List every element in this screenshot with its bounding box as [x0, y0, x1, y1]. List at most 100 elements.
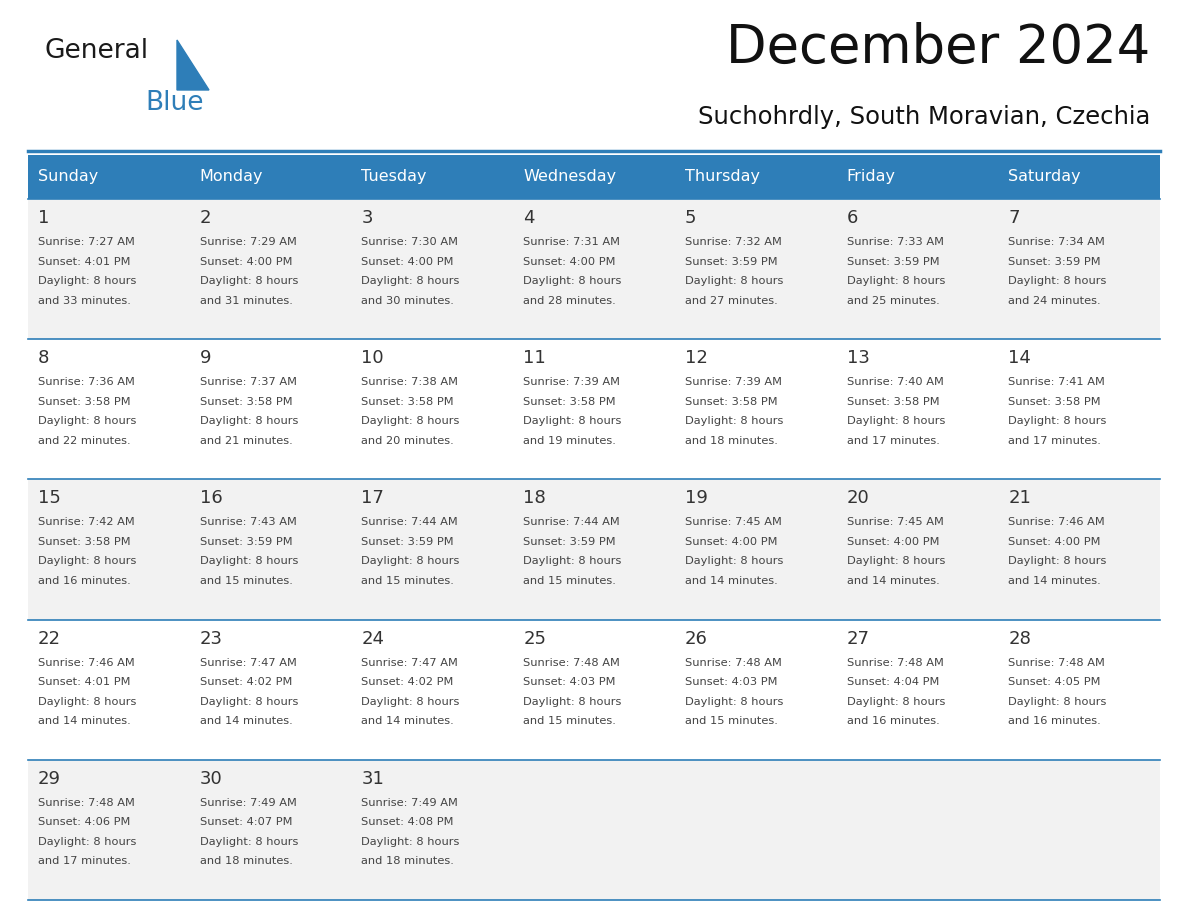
Text: Sunset: 3:59 PM: Sunset: 3:59 PM — [361, 537, 454, 547]
Text: and 21 minutes.: and 21 minutes. — [200, 436, 292, 446]
Text: General: General — [45, 38, 150, 64]
Text: and 16 minutes.: and 16 minutes. — [847, 716, 940, 726]
Text: Daylight: 8 hours: Daylight: 8 hours — [847, 276, 944, 286]
Text: Daylight: 8 hours: Daylight: 8 hours — [847, 697, 944, 707]
Bar — [29, 339, 1159, 479]
Text: Daylight: 8 hours: Daylight: 8 hours — [38, 276, 137, 286]
Bar — [29, 620, 1159, 760]
Text: Sunrise: 7:44 AM: Sunrise: 7:44 AM — [523, 518, 620, 528]
Text: Sunset: 3:58 PM: Sunset: 3:58 PM — [847, 397, 940, 407]
Text: 4: 4 — [523, 209, 535, 227]
Text: and 15 minutes.: and 15 minutes. — [200, 576, 292, 586]
Text: Sunset: 3:58 PM: Sunset: 3:58 PM — [200, 397, 292, 407]
Text: Sunrise: 7:47 AM: Sunrise: 7:47 AM — [200, 657, 297, 667]
Text: Sunset: 4:07 PM: Sunset: 4:07 PM — [200, 817, 292, 827]
Text: Daylight: 8 hours: Daylight: 8 hours — [361, 416, 460, 426]
Text: Sunrise: 7:48 AM: Sunrise: 7:48 AM — [38, 798, 135, 808]
Text: 24: 24 — [361, 630, 385, 647]
Text: Daylight: 8 hours: Daylight: 8 hours — [847, 416, 944, 426]
Text: and 22 minutes.: and 22 minutes. — [38, 436, 131, 446]
Text: Sunrise: 7:47 AM: Sunrise: 7:47 AM — [361, 657, 459, 667]
Text: Daylight: 8 hours: Daylight: 8 hours — [200, 837, 298, 846]
Text: Daylight: 8 hours: Daylight: 8 hours — [361, 837, 460, 846]
Text: Sunset: 3:58 PM: Sunset: 3:58 PM — [523, 397, 615, 407]
Text: 8: 8 — [38, 349, 50, 367]
Text: 31: 31 — [361, 770, 384, 788]
Text: 7: 7 — [1009, 209, 1019, 227]
Text: Sunrise: 7:43 AM: Sunrise: 7:43 AM — [200, 518, 297, 528]
Text: Sunset: 4:03 PM: Sunset: 4:03 PM — [523, 677, 615, 687]
Text: Sunrise: 7:41 AM: Sunrise: 7:41 AM — [1009, 377, 1105, 387]
Text: 30: 30 — [200, 770, 222, 788]
Text: 16: 16 — [200, 489, 222, 508]
Text: December 2024: December 2024 — [726, 22, 1150, 74]
Text: Sunset: 3:58 PM: Sunset: 3:58 PM — [1009, 397, 1101, 407]
Text: 17: 17 — [361, 489, 384, 508]
Bar — [29, 155, 1159, 199]
Text: Sunrise: 7:32 AM: Sunrise: 7:32 AM — [684, 237, 782, 247]
Text: 27: 27 — [847, 630, 870, 647]
Text: Daylight: 8 hours: Daylight: 8 hours — [200, 697, 298, 707]
Text: and 28 minutes.: and 28 minutes. — [523, 296, 615, 306]
Text: 14: 14 — [1009, 349, 1031, 367]
Text: Monday: Monday — [200, 170, 264, 185]
Text: Daylight: 8 hours: Daylight: 8 hours — [38, 837, 137, 846]
Text: Sunrise: 7:29 AM: Sunrise: 7:29 AM — [200, 237, 297, 247]
Text: Sunset: 4:00 PM: Sunset: 4:00 PM — [1009, 537, 1101, 547]
Text: Sunrise: 7:46 AM: Sunrise: 7:46 AM — [38, 657, 134, 667]
Text: Sunset: 3:59 PM: Sunset: 3:59 PM — [200, 537, 292, 547]
Text: Thursday: Thursday — [684, 170, 760, 185]
Text: 29: 29 — [38, 770, 61, 788]
Text: Sunset: 4:02 PM: Sunset: 4:02 PM — [361, 677, 454, 687]
Text: Sunset: 4:00 PM: Sunset: 4:00 PM — [200, 256, 292, 266]
Text: Daylight: 8 hours: Daylight: 8 hours — [200, 276, 298, 286]
Text: Sunset: 3:59 PM: Sunset: 3:59 PM — [523, 537, 615, 547]
Text: Sunrise: 7:48 AM: Sunrise: 7:48 AM — [684, 657, 782, 667]
Text: Daylight: 8 hours: Daylight: 8 hours — [684, 556, 783, 566]
Text: Sunset: 3:58 PM: Sunset: 3:58 PM — [684, 397, 777, 407]
Text: 23: 23 — [200, 630, 222, 647]
Text: 2: 2 — [200, 209, 211, 227]
Text: Sunset: 4:00 PM: Sunset: 4:00 PM — [847, 537, 939, 547]
Text: Suchohrdly, South Moravian, Czechia: Suchohrdly, South Moravian, Czechia — [697, 105, 1150, 129]
Text: and 20 minutes.: and 20 minutes. — [361, 436, 454, 446]
Text: Sunset: 4:00 PM: Sunset: 4:00 PM — [361, 256, 454, 266]
Text: Daylight: 8 hours: Daylight: 8 hours — [1009, 276, 1107, 286]
Text: 1: 1 — [38, 209, 50, 227]
Text: Daylight: 8 hours: Daylight: 8 hours — [684, 416, 783, 426]
Text: Daylight: 8 hours: Daylight: 8 hours — [684, 697, 783, 707]
Text: Sunrise: 7:48 AM: Sunrise: 7:48 AM — [1009, 657, 1105, 667]
Text: Sunset: 4:06 PM: Sunset: 4:06 PM — [38, 817, 131, 827]
Text: 25: 25 — [523, 630, 546, 647]
Text: Sunset: 3:58 PM: Sunset: 3:58 PM — [361, 397, 454, 407]
Text: Sunset: 4:01 PM: Sunset: 4:01 PM — [38, 677, 131, 687]
Text: Sunset: 3:59 PM: Sunset: 3:59 PM — [684, 256, 777, 266]
Text: and 25 minutes.: and 25 minutes. — [847, 296, 940, 306]
Text: 11: 11 — [523, 349, 546, 367]
Text: and 14 minutes.: and 14 minutes. — [361, 716, 454, 726]
Bar — [29, 199, 1159, 339]
Text: 5: 5 — [684, 209, 696, 227]
Text: and 14 minutes.: and 14 minutes. — [200, 716, 292, 726]
Text: 6: 6 — [847, 209, 858, 227]
Text: Daylight: 8 hours: Daylight: 8 hours — [361, 697, 460, 707]
Bar — [29, 760, 1159, 900]
Text: 21: 21 — [1009, 489, 1031, 508]
Text: Sunrise: 7:45 AM: Sunrise: 7:45 AM — [684, 518, 782, 528]
Text: Sunrise: 7:39 AM: Sunrise: 7:39 AM — [684, 377, 782, 387]
Text: and 16 minutes.: and 16 minutes. — [38, 576, 131, 586]
Text: Daylight: 8 hours: Daylight: 8 hours — [1009, 556, 1107, 566]
Text: Daylight: 8 hours: Daylight: 8 hours — [361, 556, 460, 566]
Text: Sunset: 4:08 PM: Sunset: 4:08 PM — [361, 817, 454, 827]
Text: Sunset: 3:58 PM: Sunset: 3:58 PM — [38, 537, 131, 547]
Text: and 30 minutes.: and 30 minutes. — [361, 296, 454, 306]
Text: Sunset: 4:03 PM: Sunset: 4:03 PM — [684, 677, 777, 687]
Text: Daylight: 8 hours: Daylight: 8 hours — [38, 556, 137, 566]
Text: and 17 minutes.: and 17 minutes. — [847, 436, 940, 446]
Text: Sunrise: 7:48 AM: Sunrise: 7:48 AM — [523, 657, 620, 667]
Text: and 15 minutes.: and 15 minutes. — [361, 576, 454, 586]
Text: 26: 26 — [684, 630, 708, 647]
Text: Sunrise: 7:40 AM: Sunrise: 7:40 AM — [847, 377, 943, 387]
Text: Daylight: 8 hours: Daylight: 8 hours — [38, 697, 137, 707]
Text: Sunset: 4:04 PM: Sunset: 4:04 PM — [847, 677, 939, 687]
